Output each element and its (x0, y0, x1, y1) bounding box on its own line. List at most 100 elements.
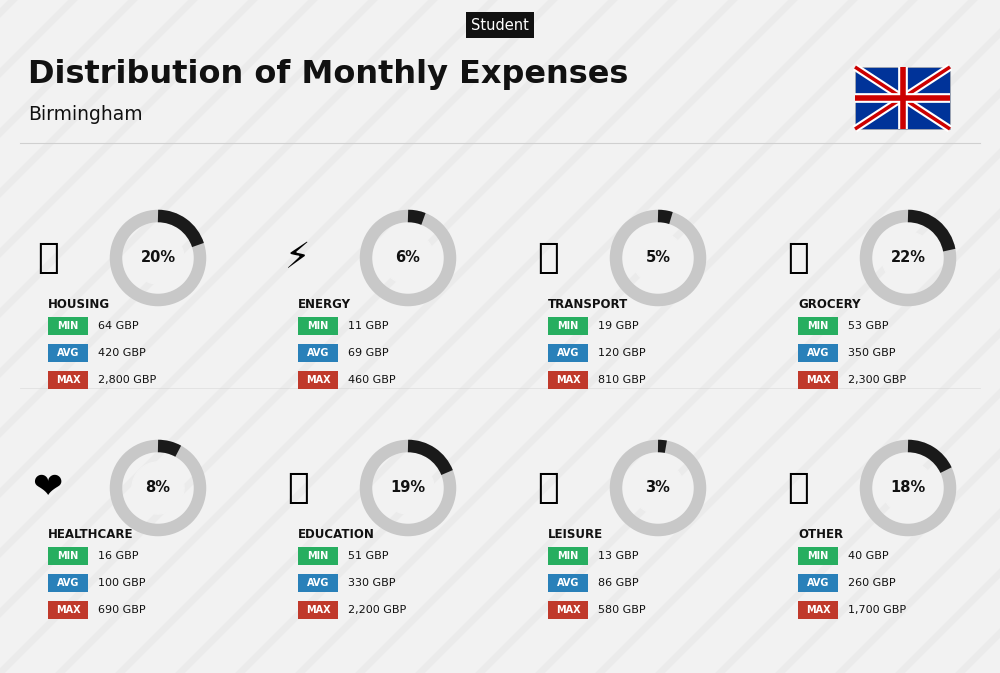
FancyBboxPatch shape (548, 371, 588, 389)
FancyBboxPatch shape (298, 371, 338, 389)
Text: MAX: MAX (806, 375, 830, 385)
Text: 👜: 👜 (787, 471, 809, 505)
Text: 22%: 22% (891, 250, 926, 266)
Text: 13 GBP: 13 GBP (598, 551, 639, 561)
Text: MIN: MIN (57, 321, 79, 331)
Text: AVG: AVG (557, 578, 579, 588)
Text: AVG: AVG (807, 578, 829, 588)
Text: 2,300 GBP: 2,300 GBP (848, 375, 906, 385)
Text: 19 GBP: 19 GBP (598, 321, 639, 331)
Text: MAX: MAX (306, 375, 330, 385)
Text: AVG: AVG (557, 348, 579, 358)
FancyBboxPatch shape (48, 345, 88, 362)
FancyBboxPatch shape (298, 601, 338, 618)
Text: MIN: MIN (57, 551, 79, 561)
Text: 🏗: 🏗 (37, 241, 59, 275)
Circle shape (132, 232, 184, 284)
Circle shape (632, 232, 684, 284)
Circle shape (882, 462, 934, 514)
Circle shape (632, 462, 684, 514)
Text: 3%: 3% (646, 481, 670, 495)
Text: HEALTHCARE: HEALTHCARE (48, 528, 134, 541)
Text: 6%: 6% (396, 250, 420, 266)
Text: Student: Student (471, 17, 529, 32)
Text: MIN: MIN (557, 321, 579, 331)
FancyBboxPatch shape (548, 601, 588, 618)
Text: AVG: AVG (307, 348, 329, 358)
Text: 100 GBP: 100 GBP (98, 578, 146, 588)
Text: 8%: 8% (146, 481, 170, 495)
Circle shape (882, 232, 934, 284)
FancyBboxPatch shape (855, 67, 950, 129)
Text: 🎓: 🎓 (287, 471, 309, 505)
Text: 19%: 19% (390, 481, 426, 495)
Text: 20%: 20% (140, 250, 176, 266)
Text: EDUCATION: EDUCATION (298, 528, 375, 541)
FancyBboxPatch shape (798, 371, 838, 389)
Text: Distribution of Monthly Expenses: Distribution of Monthly Expenses (28, 59, 628, 90)
Text: ⚡: ⚡ (285, 241, 311, 275)
Text: ❤️: ❤️ (33, 471, 63, 505)
FancyBboxPatch shape (48, 371, 88, 389)
Text: 460 GBP: 460 GBP (348, 375, 396, 385)
FancyBboxPatch shape (48, 547, 88, 565)
FancyBboxPatch shape (798, 547, 838, 565)
Text: LEISURE: LEISURE (548, 528, 603, 541)
Text: MIN: MIN (807, 321, 829, 331)
Text: 🛍: 🛍 (537, 471, 559, 505)
Text: HOUSING: HOUSING (48, 298, 110, 311)
Text: MAX: MAX (556, 375, 580, 385)
FancyBboxPatch shape (548, 547, 588, 565)
Text: 2,800 GBP: 2,800 GBP (98, 375, 156, 385)
Text: Birmingham: Birmingham (28, 106, 143, 125)
FancyBboxPatch shape (548, 317, 588, 334)
FancyBboxPatch shape (298, 317, 338, 334)
Text: ENERGY: ENERGY (298, 298, 351, 311)
Text: MAX: MAX (56, 605, 80, 615)
Text: MIN: MIN (807, 551, 829, 561)
Text: 2,200 GBP: 2,200 GBP (348, 605, 406, 615)
Text: 16 GBP: 16 GBP (98, 551, 138, 561)
Text: MIN: MIN (307, 551, 329, 561)
FancyBboxPatch shape (48, 601, 88, 618)
Text: TRANSPORT: TRANSPORT (548, 298, 628, 311)
Text: 86 GBP: 86 GBP (598, 578, 639, 588)
FancyBboxPatch shape (548, 345, 588, 362)
Circle shape (382, 462, 434, 514)
FancyBboxPatch shape (798, 574, 838, 592)
Text: 1,700 GBP: 1,700 GBP (848, 605, 906, 615)
Text: AVG: AVG (57, 348, 79, 358)
Text: 51 GBP: 51 GBP (348, 551, 389, 561)
Text: 580 GBP: 580 GBP (598, 605, 646, 615)
FancyBboxPatch shape (798, 345, 838, 362)
Text: MAX: MAX (806, 605, 830, 615)
Text: 69 GBP: 69 GBP (348, 348, 389, 358)
Text: 690 GBP: 690 GBP (98, 605, 146, 615)
Text: 120 GBP: 120 GBP (598, 348, 646, 358)
Text: MAX: MAX (306, 605, 330, 615)
Text: 5%: 5% (646, 250, 670, 266)
Text: MAX: MAX (56, 375, 80, 385)
Circle shape (382, 232, 434, 284)
Text: MIN: MIN (307, 321, 329, 331)
Text: 810 GBP: 810 GBP (598, 375, 646, 385)
Text: GROCERY: GROCERY (798, 298, 860, 311)
FancyBboxPatch shape (48, 317, 88, 334)
FancyBboxPatch shape (798, 601, 838, 618)
Text: 53 GBP: 53 GBP (848, 321, 888, 331)
Circle shape (132, 462, 184, 514)
FancyBboxPatch shape (298, 547, 338, 565)
FancyBboxPatch shape (548, 574, 588, 592)
Text: 🛒: 🛒 (787, 241, 809, 275)
Text: AVG: AVG (57, 578, 79, 588)
Text: OTHER: OTHER (798, 528, 843, 541)
Text: 11 GBP: 11 GBP (348, 321, 389, 331)
FancyBboxPatch shape (798, 317, 838, 334)
Text: AVG: AVG (807, 348, 829, 358)
Text: 40 GBP: 40 GBP (848, 551, 889, 561)
Text: 🚌: 🚌 (537, 241, 559, 275)
FancyBboxPatch shape (298, 574, 338, 592)
Text: MAX: MAX (556, 605, 580, 615)
Text: 64 GBP: 64 GBP (98, 321, 139, 331)
Text: 420 GBP: 420 GBP (98, 348, 146, 358)
